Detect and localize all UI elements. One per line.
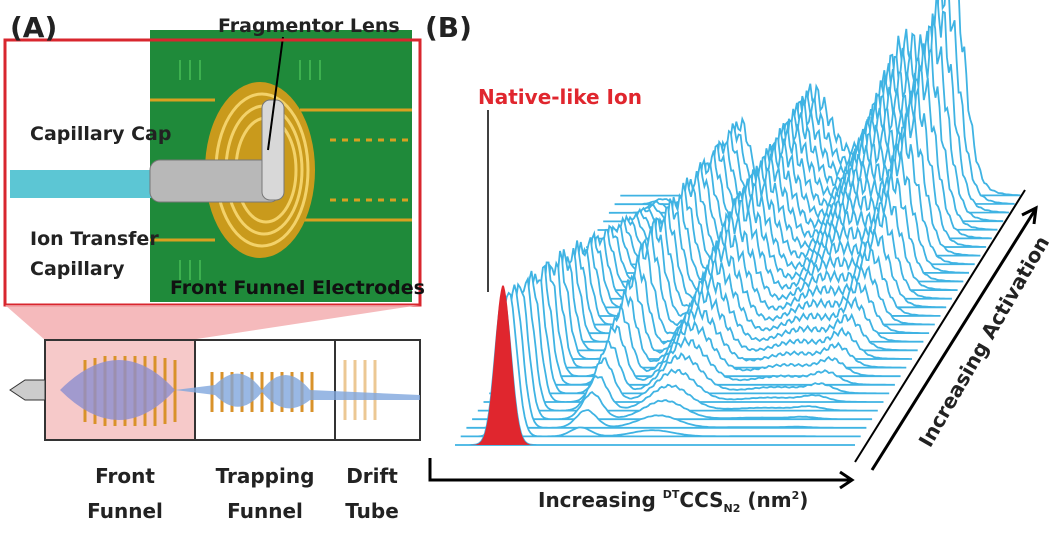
section-label: Funnel: [87, 499, 163, 523]
waterfall: [455, 0, 1021, 446]
capillary-cap: [149, 159, 281, 203]
x-axis-label: Increasing DTCCSN2 (nm2): [538, 488, 808, 517]
spectrum-trace: [506, 260, 907, 369]
axes: [428, 189, 1038, 490]
board-texture: [179, 60, 321, 280]
capillary-cap-label: Capillary Cap: [30, 123, 171, 145]
panel-label: (A): [10, 11, 57, 44]
section-label: Funnel: [227, 499, 303, 523]
capillary-label: Ion Transfer: [30, 228, 159, 250]
section-label: Drift: [346, 464, 398, 488]
fragmentor-lens-label: Fragmentor Lens: [218, 15, 400, 37]
panel-label: (B): [425, 11, 472, 44]
capillary-label: Capillary: [30, 258, 125, 280]
instrument-schematic: [9, 339, 421, 441]
spectrum-trace: [523, 243, 924, 343]
zoom-wedge: [5, 305, 420, 340]
ion-transfer-capillary: [10, 170, 170, 198]
native-peak: [471, 285, 535, 445]
electrodes-label: Front Funnel Electrodes: [170, 277, 425, 299]
section-label: Tube: [345, 499, 399, 523]
board-traces: [150, 98, 412, 242]
native-ion-label: Native-like Ion: [478, 85, 642, 109]
section-label: Trapping: [216, 464, 315, 488]
spectrum-trace: [517, 249, 918, 352]
section-label: Front: [95, 464, 155, 488]
fragmentor-lens: [261, 99, 285, 201]
